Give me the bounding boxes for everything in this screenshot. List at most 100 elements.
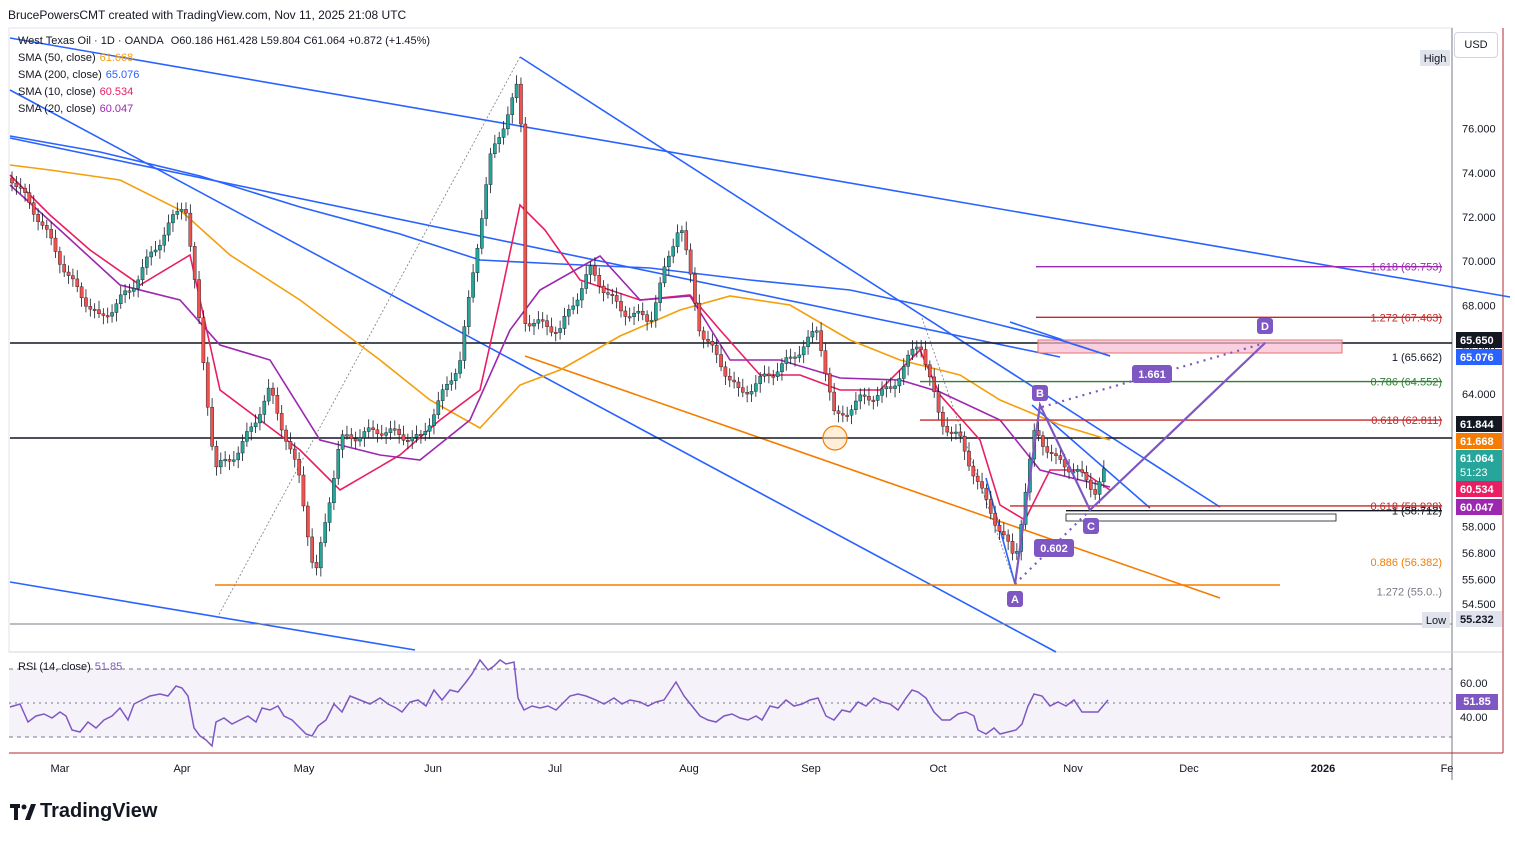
candle-body xyxy=(523,123,528,324)
price-badge xyxy=(1456,481,1502,497)
candle-body xyxy=(245,431,249,442)
candle-body xyxy=(1084,471,1089,481)
candle-body xyxy=(197,279,201,319)
candle-body xyxy=(427,425,432,432)
candle-body xyxy=(706,339,710,342)
candle-body xyxy=(18,186,23,189)
candle-body xyxy=(1041,435,1045,447)
rsi-value-badge: 51.85 xyxy=(1456,694,1498,710)
indicator-sma50[interactable]: SMA (50, close) 61.668 xyxy=(18,52,137,64)
candle-body xyxy=(414,434,419,438)
low-label-box xyxy=(1422,612,1450,628)
candle-body xyxy=(527,323,532,327)
sma200-line xyxy=(9,135,1111,357)
indicator-sma10[interactable]: SMA (10, close) 60.534 xyxy=(18,86,137,98)
candle-body xyxy=(975,475,980,482)
fibonacci-layer: 1.618 (69.753) 1.272 (67.463) 1 (65.662) 0.… xyxy=(920,262,1442,599)
x-tick-label: May xyxy=(294,763,315,775)
candle-body xyxy=(1006,534,1010,542)
trend-line xyxy=(524,355,1221,599)
target-zone xyxy=(1037,339,1343,354)
candle-body xyxy=(575,299,580,307)
price-badge-text: 61.064 xyxy=(1460,453,1495,465)
indicator-value: 61.668 xyxy=(99,52,134,64)
candle-body xyxy=(388,428,393,433)
candle-body xyxy=(297,459,301,476)
ratio-label: 0.602 xyxy=(1040,543,1068,555)
candle-body xyxy=(336,449,341,479)
candle-body xyxy=(488,153,493,185)
candle-body xyxy=(858,394,863,402)
candle-body xyxy=(962,436,967,452)
y-tick-label: 54.500 xyxy=(1462,599,1496,611)
y-tick-label: 58.000 xyxy=(1462,521,1496,533)
attribution-text: BrucePowersCMT created with TradingView.… xyxy=(8,8,407,22)
rsi-legend[interactable]: RSI (14, close) 51.85 xyxy=(18,661,126,673)
candle-body xyxy=(92,308,97,311)
candle-body xyxy=(140,267,145,281)
range-box xyxy=(1065,513,1337,522)
candle-body xyxy=(201,317,206,363)
candle-body xyxy=(45,225,49,230)
ratio-label-box xyxy=(1034,539,1074,557)
candle-body xyxy=(136,279,140,289)
candle-body xyxy=(40,221,45,226)
candle-body xyxy=(671,246,675,257)
candle-body xyxy=(640,310,645,315)
candle-body xyxy=(158,244,162,251)
candle-body xyxy=(218,460,223,468)
candle-body xyxy=(714,344,719,355)
price-badge-countdown: 51:23 xyxy=(1460,467,1488,479)
candle-body xyxy=(275,395,280,414)
candle-body xyxy=(332,478,336,504)
indicator-value: 65.076 xyxy=(105,69,140,81)
candle-body xyxy=(545,320,549,327)
indicator-sma200[interactable]: SMA (200, close) 65.076 xyxy=(18,69,143,81)
price-badge xyxy=(1456,332,1502,348)
abcd-pattern-line xyxy=(1013,342,1266,585)
sma10-line xyxy=(9,174,1111,522)
candle-body xyxy=(606,292,610,295)
indicator-value: 60.047 xyxy=(99,103,134,115)
candle-body xyxy=(997,524,1002,532)
indicator-label: SMA (50, close) xyxy=(18,52,96,64)
candle-body xyxy=(349,434,354,439)
candle-body xyxy=(801,346,806,356)
candle-body xyxy=(593,265,597,276)
y-tick-label: 56.800 xyxy=(1462,548,1496,560)
candle-body xyxy=(1080,469,1084,473)
candle-body xyxy=(880,388,884,396)
candle-body xyxy=(910,348,915,356)
candle-body xyxy=(105,315,110,318)
candle-body xyxy=(771,375,776,378)
candle-body xyxy=(366,427,371,432)
candle-body xyxy=(584,274,588,289)
candle-body xyxy=(749,391,754,395)
candle-body xyxy=(675,232,680,247)
rsi-value: 51.85 xyxy=(94,661,123,673)
candle-body xyxy=(445,384,449,390)
candle-body xyxy=(223,459,227,462)
indicator-sma20[interactable]: SMA (20, close) 60.047 xyxy=(18,103,137,115)
candle-body xyxy=(236,452,241,461)
fib-level-label: 0.886 (56.382) xyxy=(1370,557,1442,569)
candle-body xyxy=(832,391,836,412)
trend-line xyxy=(9,137,1061,358)
candle-body xyxy=(284,429,288,442)
y-tick-label: 70.000 xyxy=(1462,256,1496,268)
x-tick-label: Jul xyxy=(548,763,562,775)
price-badge-text: 61.844 xyxy=(1460,419,1495,431)
candle-body xyxy=(945,425,950,433)
symbol-ohlc: O60.186 H61.428 L59.804 C61.064 +0.872 (… xyxy=(170,35,431,47)
candle-body xyxy=(214,446,219,468)
currency-button[interactable]: USD xyxy=(1454,32,1498,58)
candle-body xyxy=(814,330,819,333)
candle-body xyxy=(793,356,797,359)
candle-body xyxy=(66,271,71,276)
indicator-label: SMA (20, close) xyxy=(18,103,96,115)
candle-body xyxy=(627,316,632,319)
candle-body xyxy=(353,438,358,442)
candle-body xyxy=(279,413,284,431)
candle-body xyxy=(562,315,567,329)
